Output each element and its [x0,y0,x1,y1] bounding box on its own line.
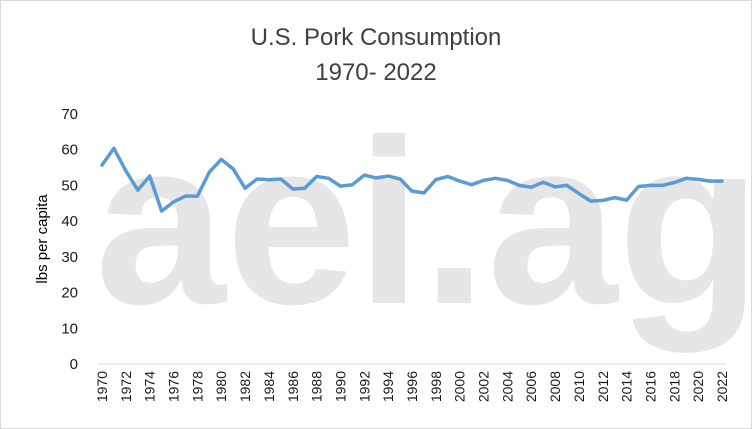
x-tick-label: 1992 [356,371,372,402]
x-tick-label: 1974 [142,371,158,402]
y-tick-label: 0 [70,356,78,373]
x-tick-label: 2022 [714,371,730,402]
x-tick-label: 2020 [690,371,706,402]
y-tick-label: 60 [61,142,78,159]
x-tick-label: 2010 [571,371,587,402]
data-point [589,199,593,203]
x-tick-label: 2002 [476,371,492,402]
data-point [279,177,283,181]
chart-subtitle: 1970- 2022 [315,59,436,86]
data-point [470,183,474,187]
x-tick-label: 2016 [642,371,658,402]
data-point [315,175,319,178]
data-point [243,186,247,190]
data-point [148,174,152,178]
data-point [601,198,605,202]
data-point [529,185,533,189]
data-point [136,188,140,192]
data-point [565,183,569,187]
x-tick-label: 1970 [94,371,110,402]
x-tick-label: 1986 [285,371,301,402]
y-tick-label: 40 [61,213,78,230]
x-axis-ticks: 1970 1972 1974 1976 1978 1980 1982 1984 1986 1988… [94,371,730,402]
y-axis-ticks: 0 10 20 30 40 50 60 70 [61,106,78,373]
data-point [672,181,676,185]
data-point [625,198,629,202]
x-tick-label: 1988 [309,371,325,402]
x-tick-label: 1994 [380,371,396,402]
data-point [112,146,116,150]
x-tick-label: 1990 [332,371,348,402]
data-point [613,196,617,200]
data-point [100,163,104,167]
x-tick-label: 1982 [237,371,253,402]
y-tick-label: 30 [61,249,78,266]
data-point [303,186,307,190]
data-point [410,189,414,193]
data-point [494,176,497,180]
data-point [327,176,330,180]
x-tick-label: 2008 [547,371,563,402]
watermark-text: aei.ag [95,90,752,353]
y-tick-label: 10 [61,320,78,337]
x-tick-label: 1972 [118,371,134,402]
data-point [160,209,164,213]
data-point [446,175,450,178]
x-tick-label: 1980 [213,371,229,402]
data-point [708,179,712,183]
y-axis-title: lbs per capita [34,194,51,284]
data-point [577,192,581,196]
data-point [696,177,700,181]
data-point [649,183,652,187]
data-point [172,200,175,204]
x-tick-label: 1978 [189,371,205,402]
data-point [374,176,378,180]
data-point [339,184,342,188]
y-tick-label: 50 [61,177,78,194]
data-point [184,194,187,198]
data-point [398,177,402,181]
y-tick-label: 70 [61,106,78,123]
data-point [124,169,128,173]
data-point [720,179,724,183]
x-tick-label: 2018 [666,371,682,402]
x-tick-label: 2000 [452,371,468,402]
data-point [458,179,462,183]
data-point [541,180,545,184]
series-layer [100,146,724,213]
data-point [553,185,557,189]
data-point [362,173,366,177]
data-point [422,191,426,195]
x-tick-label: 2012 [595,371,611,402]
data-point [267,178,271,182]
data-point [482,178,485,182]
data-point [350,183,354,187]
data-point [291,187,295,191]
x-tick-label: 1998 [428,371,444,402]
data-point [219,157,223,161]
y-tick-label: 20 [61,285,78,302]
x-tick-label: 1996 [404,371,420,402]
x-tick-label: 1984 [261,371,277,402]
data-point [660,183,664,187]
data-point [434,178,438,182]
data-point [684,176,688,180]
x-tick-label: 2006 [523,371,539,402]
data-point [255,177,259,181]
data-point [386,174,390,178]
data-point [637,185,640,188]
x-tick-label: 2004 [499,371,515,402]
data-point [231,167,235,171]
data-point [195,194,199,198]
x-tick-label: 2014 [619,371,635,402]
x-tick-label: 1976 [166,371,182,402]
data-point [517,183,521,187]
data-point [505,178,509,182]
chart-title: U.S. Pork Consumption [251,24,502,51]
data-point [207,170,211,174]
